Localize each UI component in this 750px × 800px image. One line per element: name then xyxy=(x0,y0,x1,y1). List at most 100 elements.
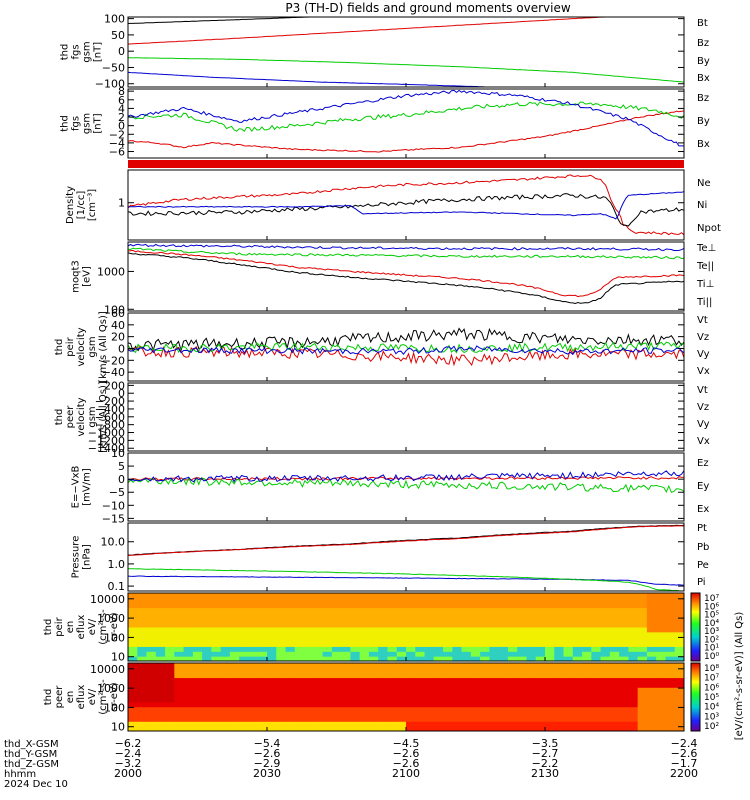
heatmap-cell xyxy=(646,627,657,633)
heatmap-cell xyxy=(572,711,583,717)
svg-text:peir: peir xyxy=(54,616,65,636)
heatmap-cell xyxy=(174,701,185,708)
heatmap-cell xyxy=(211,651,222,657)
heatmap-cell xyxy=(322,701,333,708)
heatmap-cell xyxy=(257,627,268,633)
heatmap-cell xyxy=(535,711,546,717)
svg-text:[1/cc]: [1/cc] xyxy=(76,191,87,220)
heatmap-cell xyxy=(128,617,138,623)
heatmap-cell xyxy=(174,641,185,647)
heatmap-cell xyxy=(406,622,416,628)
heatmap-cell xyxy=(285,711,296,717)
heatmap-cell xyxy=(359,677,370,683)
heatmap-cell xyxy=(572,672,583,679)
heatmap-cell xyxy=(137,687,148,693)
heatmap-cell xyxy=(415,612,426,618)
heatmap-cell xyxy=(174,617,185,623)
heatmap-cell xyxy=(507,672,518,679)
legend-3-1: Ni xyxy=(697,200,707,211)
heatmap-cell xyxy=(480,687,490,693)
heatmap-cell xyxy=(554,687,565,693)
heatmap-cell xyxy=(267,651,277,657)
x-tick-label: −2.4 xyxy=(115,747,142,760)
heatmap-cell xyxy=(331,617,342,623)
heatmap-cell xyxy=(609,663,620,669)
heatmap-cell xyxy=(656,697,666,703)
heatmap-cell xyxy=(155,656,166,662)
heatmap-cell xyxy=(406,593,416,599)
heatmap-cell xyxy=(313,646,324,652)
heatmap-cell xyxy=(535,593,546,599)
heatmap-cell xyxy=(174,667,185,674)
heatmap-cell xyxy=(665,677,676,683)
heatmap-cell xyxy=(424,627,435,633)
heatmap-cell xyxy=(535,602,546,609)
heatmap-cell xyxy=(600,697,611,703)
heatmap-cell xyxy=(526,656,537,662)
heatmap-cell xyxy=(341,687,351,693)
heatmap-cell xyxy=(507,607,518,613)
heatmap-cell xyxy=(192,726,203,732)
heatmap-cell xyxy=(239,656,249,662)
heatmap-cell xyxy=(155,612,166,618)
heatmap-cell xyxy=(433,672,444,679)
heatmap-cell xyxy=(665,602,676,609)
heatmap-cell xyxy=(406,687,416,693)
x-tick-label: 2200 xyxy=(670,767,698,780)
heatmap-cell xyxy=(146,706,157,713)
heatmap-cell xyxy=(276,721,287,727)
heatmap-cell xyxy=(535,607,546,613)
heatmap-cell xyxy=(350,706,361,713)
heatmap-cell xyxy=(637,667,648,674)
heatmap-cell xyxy=(192,631,203,638)
heatmap-cell xyxy=(433,651,444,657)
heatmap-cell xyxy=(350,646,361,652)
heatmap-cell xyxy=(396,602,407,609)
heatmap-cell xyxy=(192,622,203,628)
colorbar-tick: 10⁷ xyxy=(704,594,719,604)
heatmap-cell xyxy=(229,701,240,708)
heatmap-cell xyxy=(656,687,666,693)
heatmap-cell xyxy=(137,726,148,732)
heatmap-cell xyxy=(267,641,277,647)
heatmap-cell xyxy=(304,663,314,669)
heatmap-cell xyxy=(137,706,148,713)
heatmap-cell xyxy=(322,711,333,717)
heatmap-cell xyxy=(517,602,527,609)
series-Ex-line xyxy=(127,470,685,483)
x-tick-label: 2100 xyxy=(392,767,420,780)
heatmap-cell xyxy=(433,656,444,662)
colorbar-tick: 10⁵ xyxy=(704,693,719,703)
heatmap-cell xyxy=(155,701,166,708)
heatmap-cell xyxy=(480,711,490,717)
heatmap-cell xyxy=(609,667,620,674)
heatmap-cell xyxy=(341,602,351,609)
heatmap-cell xyxy=(322,646,333,652)
heatmap-cell xyxy=(443,607,453,613)
heatmap-cell xyxy=(192,706,203,713)
y-tick-label: 100 xyxy=(104,303,125,316)
heatmap-cell xyxy=(554,602,565,609)
heatmap-cell xyxy=(591,617,602,623)
heatmap-cell xyxy=(294,627,305,633)
heatmap-cell xyxy=(489,697,500,703)
heatmap-cell xyxy=(424,597,435,604)
y-tick-label: 0 xyxy=(118,120,125,133)
heatmap-cell xyxy=(656,701,666,708)
heatmap-cell xyxy=(424,612,435,618)
heatmap-cell xyxy=(443,726,453,732)
heatmap-cell xyxy=(443,641,453,647)
heatmap-cell xyxy=(202,716,212,722)
heatmap-cell xyxy=(535,687,546,693)
heatmap-cell xyxy=(591,677,602,683)
heatmap-cell xyxy=(378,612,388,618)
heatmap-cell xyxy=(674,716,685,722)
heatmap-cell xyxy=(517,711,527,717)
heatmap-cell xyxy=(563,622,574,628)
heatmap-cell xyxy=(507,656,518,662)
heatmap-cell xyxy=(619,641,629,647)
heatmap-cell xyxy=(387,607,398,613)
heatmap-cell xyxy=(600,612,611,618)
heatmap-cell xyxy=(239,602,249,609)
heatmap-cell xyxy=(628,651,639,657)
